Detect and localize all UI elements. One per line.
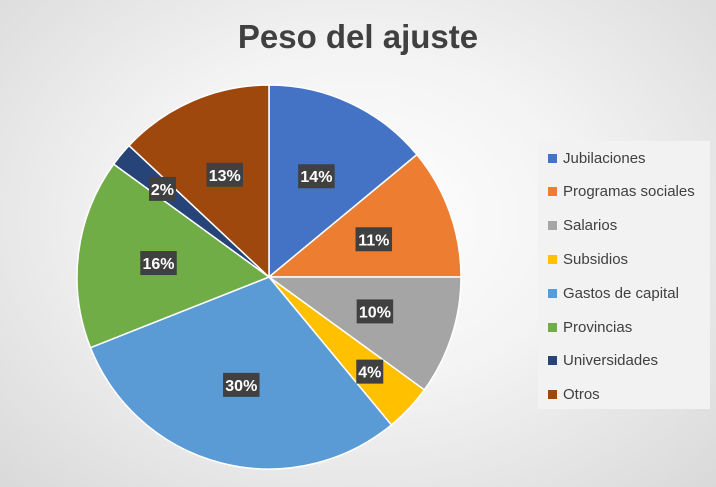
data-label: 30% <box>223 372 260 397</box>
pie-slice-jubilaciones <box>268 84 418 279</box>
legend-label: Salarios <box>563 217 618 235</box>
legend-item: Jubilaciones <box>548 148 646 168</box>
legend-item: Gastos de capital <box>548 283 679 303</box>
data-label: 16% <box>140 251 177 276</box>
legend-label: Gastos de capital <box>563 284 679 302</box>
legend-item: Programas sociales <box>548 182 695 202</box>
data-label: 14% <box>298 164 335 189</box>
chart-legend: Jubilaciones Programas sociales Salarios Su… <box>538 141 710 409</box>
data-label-text: 30% <box>225 378 257 395</box>
legend-swatch <box>548 221 557 231</box>
legend-label: Otros <box>563 386 600 404</box>
legend-swatch <box>548 390 557 400</box>
legend-item: Universidades <box>548 351 658 371</box>
legend-item: Provincias <box>548 317 632 337</box>
legend-swatch <box>548 288 557 298</box>
legend-item: Salarios <box>548 216 617 236</box>
legend-label: Programas sociales <box>563 183 695 201</box>
data-label-text: 13% <box>209 168 241 185</box>
pie-slice-programas-sociales <box>266 153 462 278</box>
pie-slice-salarios <box>266 276 462 391</box>
legend-swatch <box>548 322 557 332</box>
data-label-text: 4% <box>358 365 381 382</box>
data-label: 11% <box>355 227 393 252</box>
data-label: 10% <box>356 299 394 324</box>
legend-label: Universidades <box>563 352 659 370</box>
legend-label: Subsidios <box>563 250 629 268</box>
data-label-text: 10% <box>359 304 391 321</box>
data-label-text: 11% <box>358 232 389 249</box>
data-label: 4% <box>356 359 384 384</box>
legend-item: Subsidios <box>548 249 628 269</box>
chart-title: Peso del ajuste <box>237 18 479 55</box>
legend-label: Provincias <box>563 318 633 336</box>
data-label: 13% <box>206 162 244 187</box>
legend-swatch <box>548 153 557 163</box>
pie-slice-otros <box>127 84 270 279</box>
legend-swatch <box>548 254 557 264</box>
data-label-text: 2% <box>151 182 174 199</box>
data-label: 2% <box>148 176 176 201</box>
legend-item: Otros <box>548 385 600 405</box>
data-label-text: 16% <box>143 256 175 273</box>
legend-label: Jubilaciones <box>563 149 646 167</box>
legend-swatch <box>548 187 557 197</box>
data-label-text: 14% <box>300 169 332 186</box>
legend-swatch <box>548 356 557 366</box>
